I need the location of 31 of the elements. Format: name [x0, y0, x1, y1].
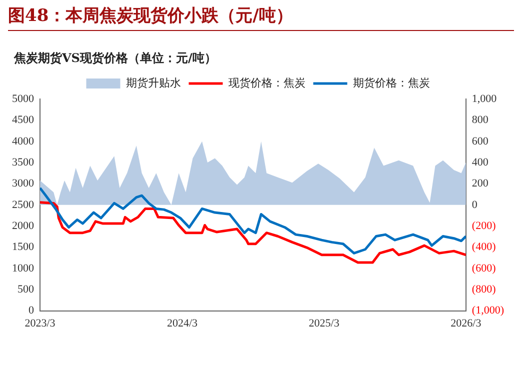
- y2-tick-label: 600: [472, 135, 489, 148]
- legend-label: 期货升贴水: [126, 76, 181, 90]
- y-tick-label: 1000: [12, 262, 34, 274]
- y-tick-label: 4500: [12, 114, 34, 126]
- x-tick-label: 2024/3: [166, 317, 198, 330]
- y2-tick-label: (1,000): [472, 304, 504, 317]
- y2-tick-label: 200: [472, 178, 489, 190]
- chart-subtitle: 焦炭期货VS现货价格（单位：元/吨）: [14, 50, 216, 67]
- y2-tick-label: (400): [472, 241, 496, 254]
- chart-title: 图48：本周焦炭现货价小跌（元/吨）: [8, 4, 514, 31]
- y-tick-label: 500: [18, 284, 34, 296]
- legend-label: 期货价格：焦炭: [352, 76, 430, 90]
- y-tick-label: 1500: [12, 241, 34, 254]
- y2-tick-label: 0: [472, 198, 478, 211]
- y-tick-label: 3500: [12, 156, 34, 168]
- x-tick-label: 2023/3: [24, 317, 56, 330]
- y2-tick-label: (600): [472, 262, 496, 274]
- y-tick-label: 3000: [12, 178, 34, 190]
- y2-tick-label: 800: [472, 114, 489, 126]
- y-tick-label: 0: [28, 304, 34, 317]
- y2-tick-label: 400: [472, 156, 489, 168]
- x-tick-label: 2025/3: [308, 317, 340, 330]
- y-tick-label: 5000: [12, 92, 34, 105]
- legend-label: 现货价格：焦炭: [228, 76, 306, 90]
- y2-tick-label: 1,000: [472, 92, 498, 105]
- y-tick-label: 2000: [12, 220, 34, 232]
- y-tick-label: 2500: [12, 198, 34, 211]
- y2-tick-label: (800): [472, 284, 496, 296]
- y-tick-label: 4000: [12, 135, 34, 148]
- x-tick-label: 2026/3: [450, 317, 482, 330]
- y2-tick-label: (200): [472, 220, 496, 232]
